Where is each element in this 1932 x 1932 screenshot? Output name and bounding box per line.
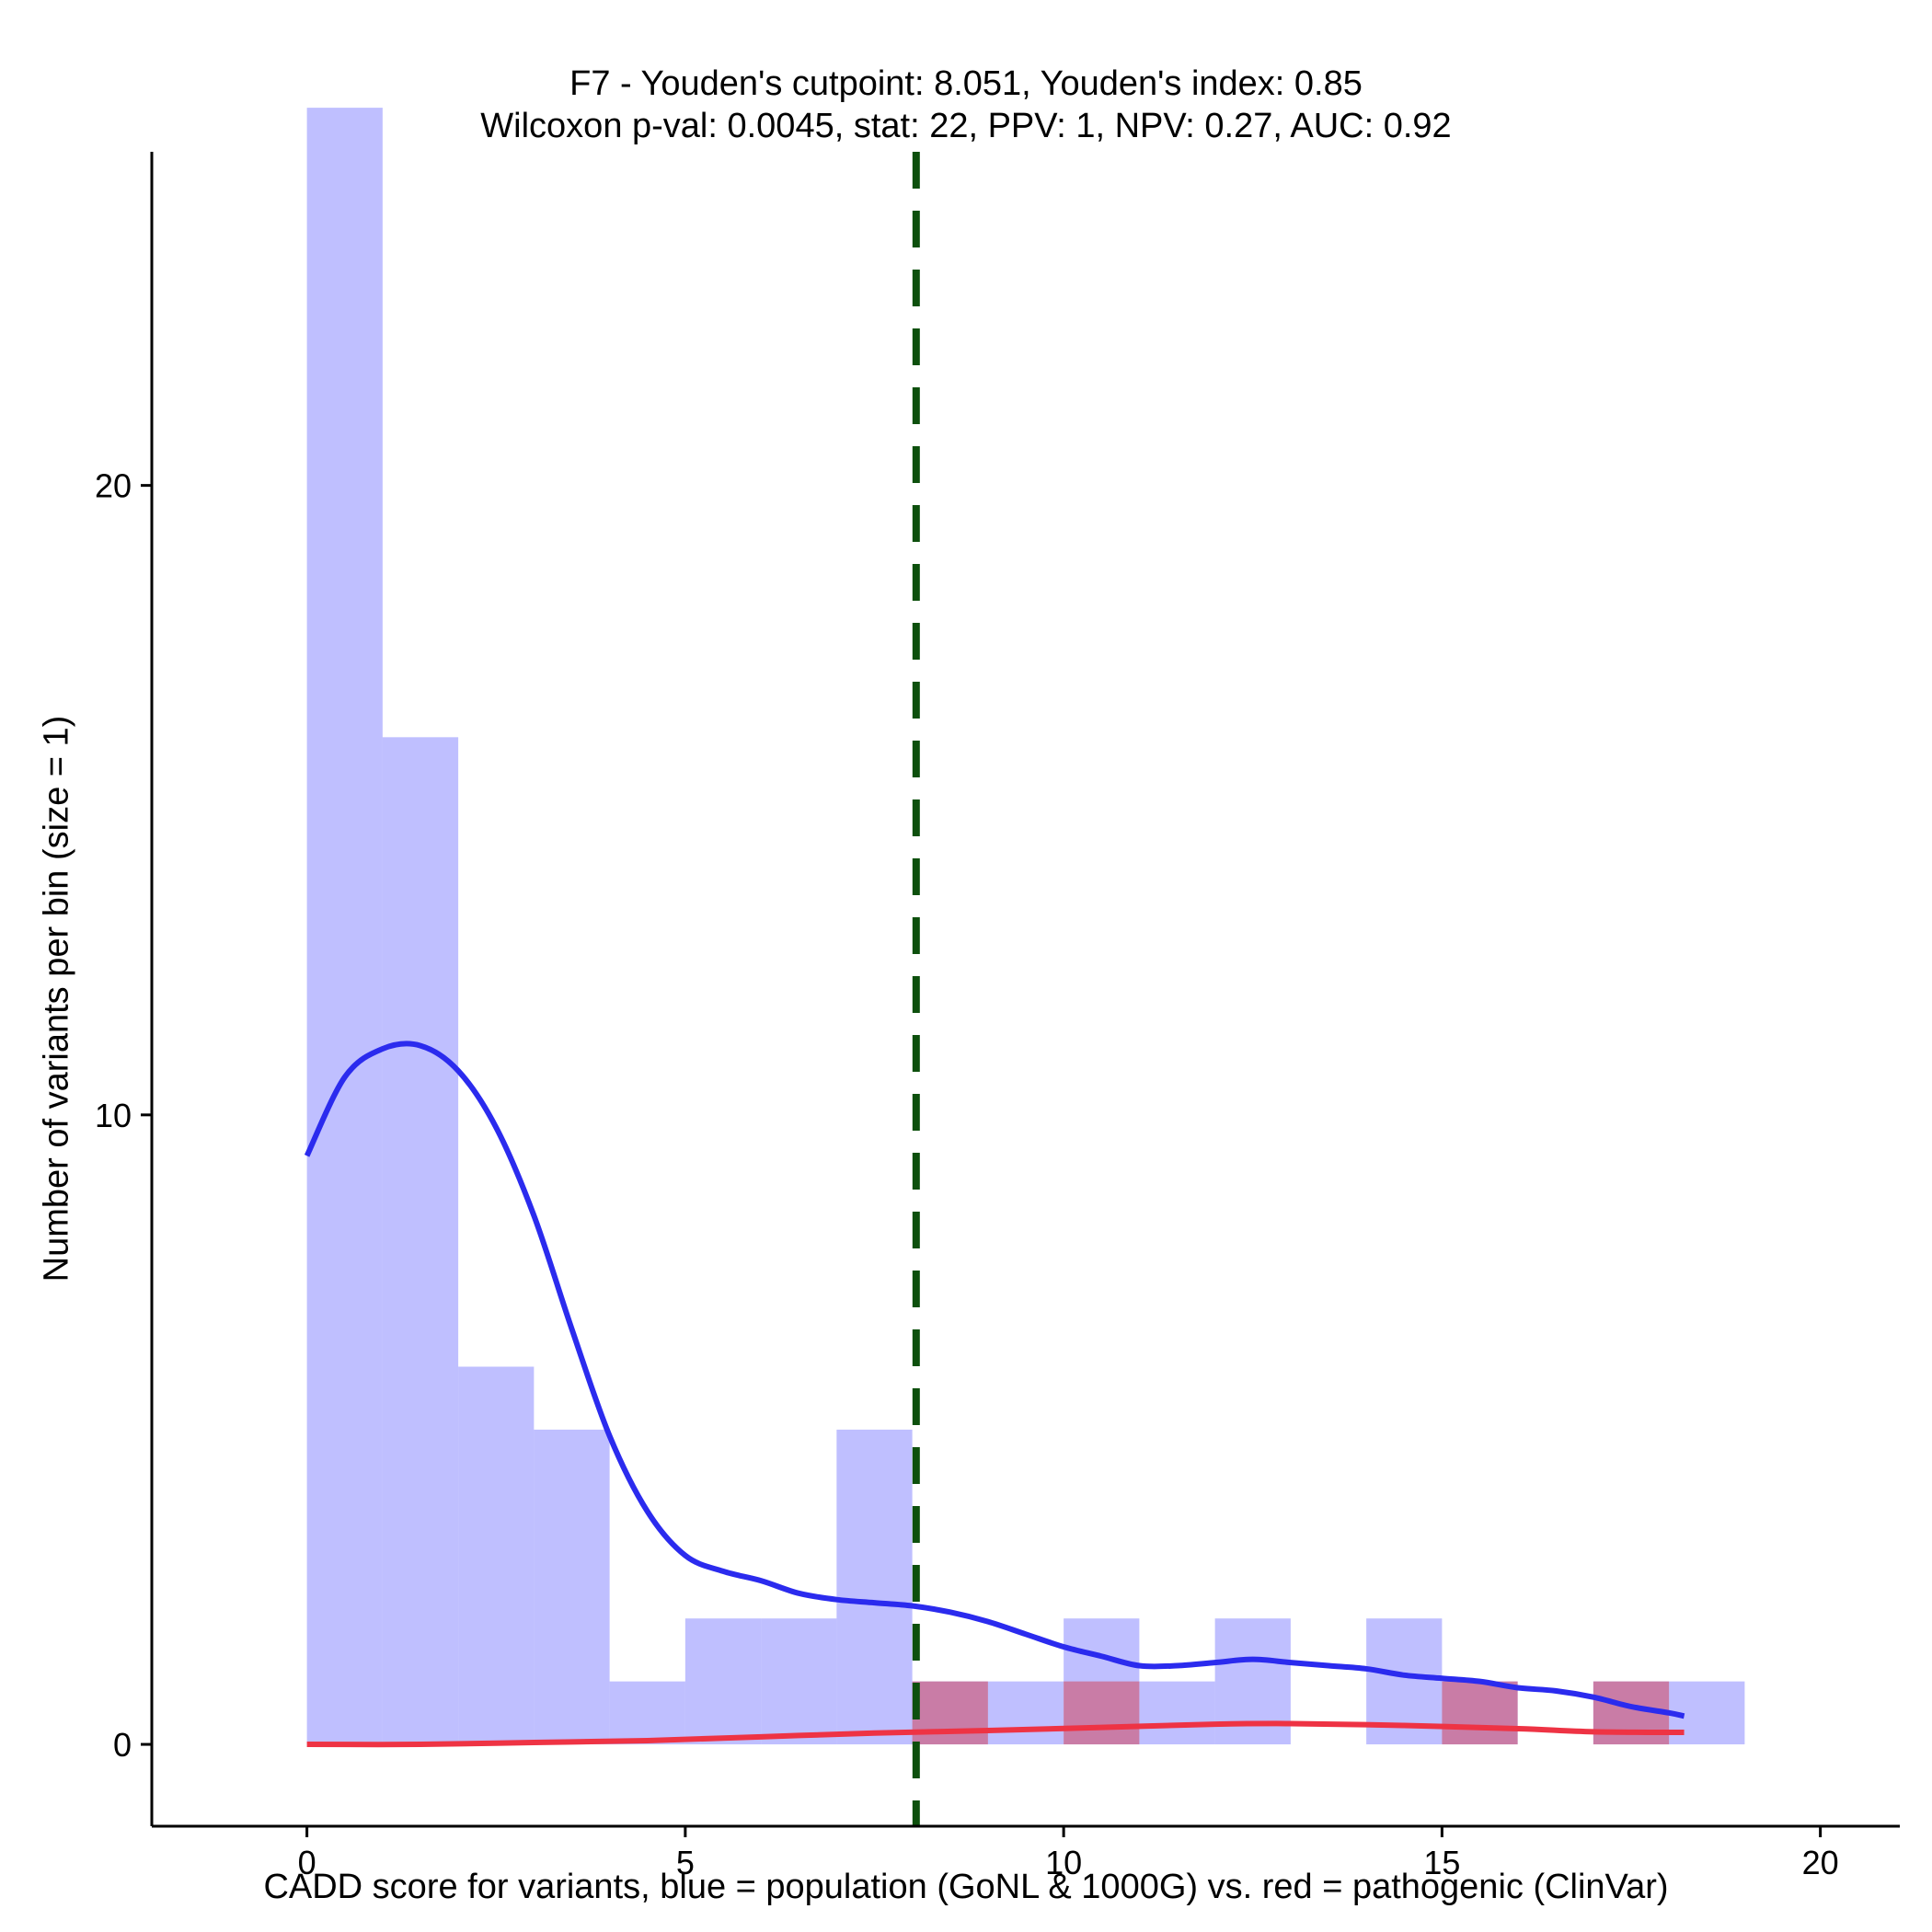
population-bar-4: [609, 1681, 685, 1745]
y-tick-label: 0: [113, 1726, 132, 1764]
x-tick-label: 0: [298, 1844, 316, 1881]
x-tick-label: 10: [1045, 1844, 1082, 1881]
population-bar-11: [1139, 1681, 1215, 1745]
population-bar-9: [987, 1681, 1064, 1745]
y-axis-label: Number of variants per bin (size = 1): [37, 715, 76, 1282]
population-bar-3: [534, 1429, 610, 1745]
x-axis-ticks: 0 5 10 15 20: [298, 1826, 1839, 1881]
pathogenic-bar-0: [912, 1681, 988, 1745]
y-tick-label: 10: [95, 1097, 132, 1134]
population-bar-2: [458, 1366, 535, 1745]
pathogenic-density-curve: [306, 1720, 1685, 1748]
x-axis-label: CADD score for variants, blue = populati…: [263, 1868, 1669, 1906]
population-bar-1: [382, 737, 459, 1745]
population-density-curve: [304, 1041, 1685, 1719]
y-axis-ticks: 0 10 20: [95, 467, 152, 1764]
population-bars: [306, 108, 1745, 1745]
chart-title-line-2: Wilcoxon p-val: 0.0045, stat: 22, PPV: 1…: [480, 107, 1452, 145]
population-bar-5: [684, 1618, 762, 1745]
x-tick-label: 15: [1423, 1844, 1460, 1881]
x-tick-label: 5: [676, 1844, 695, 1881]
x-tick-label: 20: [1802, 1844, 1839, 1881]
pathogenic-bar-1: [1064, 1681, 1140, 1745]
y-tick-label: 20: [95, 467, 132, 505]
population-bar-0: [306, 108, 383, 1745]
chart-title-line-1: F7 - Youden's cutpoint: 8.051, Youden's …: [569, 64, 1363, 103]
pathogenic-bar-2: [1442, 1681, 1518, 1745]
population-bar-7: [836, 1429, 913, 1745]
population-bar-6: [761, 1618, 837, 1745]
